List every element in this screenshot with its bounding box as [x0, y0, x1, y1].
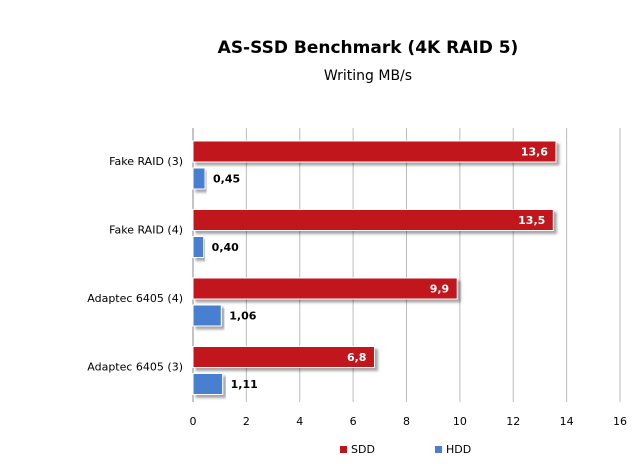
value-label: 0,40	[212, 241, 239, 254]
legend-label: HDD	[446, 443, 471, 456]
x-tick-label: 10	[453, 415, 467, 428]
value-label: 13,6	[521, 146, 548, 159]
bar	[192, 277, 458, 300]
bar	[192, 236, 205, 258]
y-tick-label: Fake RAID (3)	[109, 155, 183, 168]
bar	[192, 346, 375, 368]
x-tick-label: 14	[560, 415, 574, 428]
value-label: 9,9	[430, 283, 450, 296]
x-tick-label: 8	[403, 415, 410, 428]
value-label: 13,5	[518, 214, 545, 227]
x-tick-label: 6	[350, 415, 357, 428]
x-tick-label: 16	[613, 415, 627, 428]
bar	[192, 373, 224, 395]
value-label: 6,8	[347, 351, 367, 364]
legend-swatch	[435, 446, 442, 453]
value-label: 1,11	[231, 378, 258, 391]
bar	[192, 209, 554, 231]
y-tick-label: Fake RAID (4)	[109, 224, 183, 237]
x-tick-label: 0	[190, 415, 197, 428]
value-label: 1,06	[229, 310, 256, 323]
chart-title: AS-SSD Benchmark (4K RAID 5)	[218, 38, 519, 58]
chart-subtitle: Writing MB/s	[324, 68, 412, 84]
bar	[192, 304, 222, 327]
legend-swatch	[340, 446, 347, 453]
y-tick-label: Adaptec 6405 (4)	[87, 292, 183, 305]
y-tick-label: Adaptec 6405 (3)	[87, 361, 183, 374]
value-label: 0,45	[213, 173, 240, 186]
x-tick-label: 12	[506, 415, 520, 428]
x-tick-label: 4	[296, 415, 303, 428]
bar	[192, 167, 206, 190]
bar	[192, 140, 557, 163]
x-tick-label: 2	[243, 415, 250, 428]
legend-label: SDD	[351, 443, 375, 456]
